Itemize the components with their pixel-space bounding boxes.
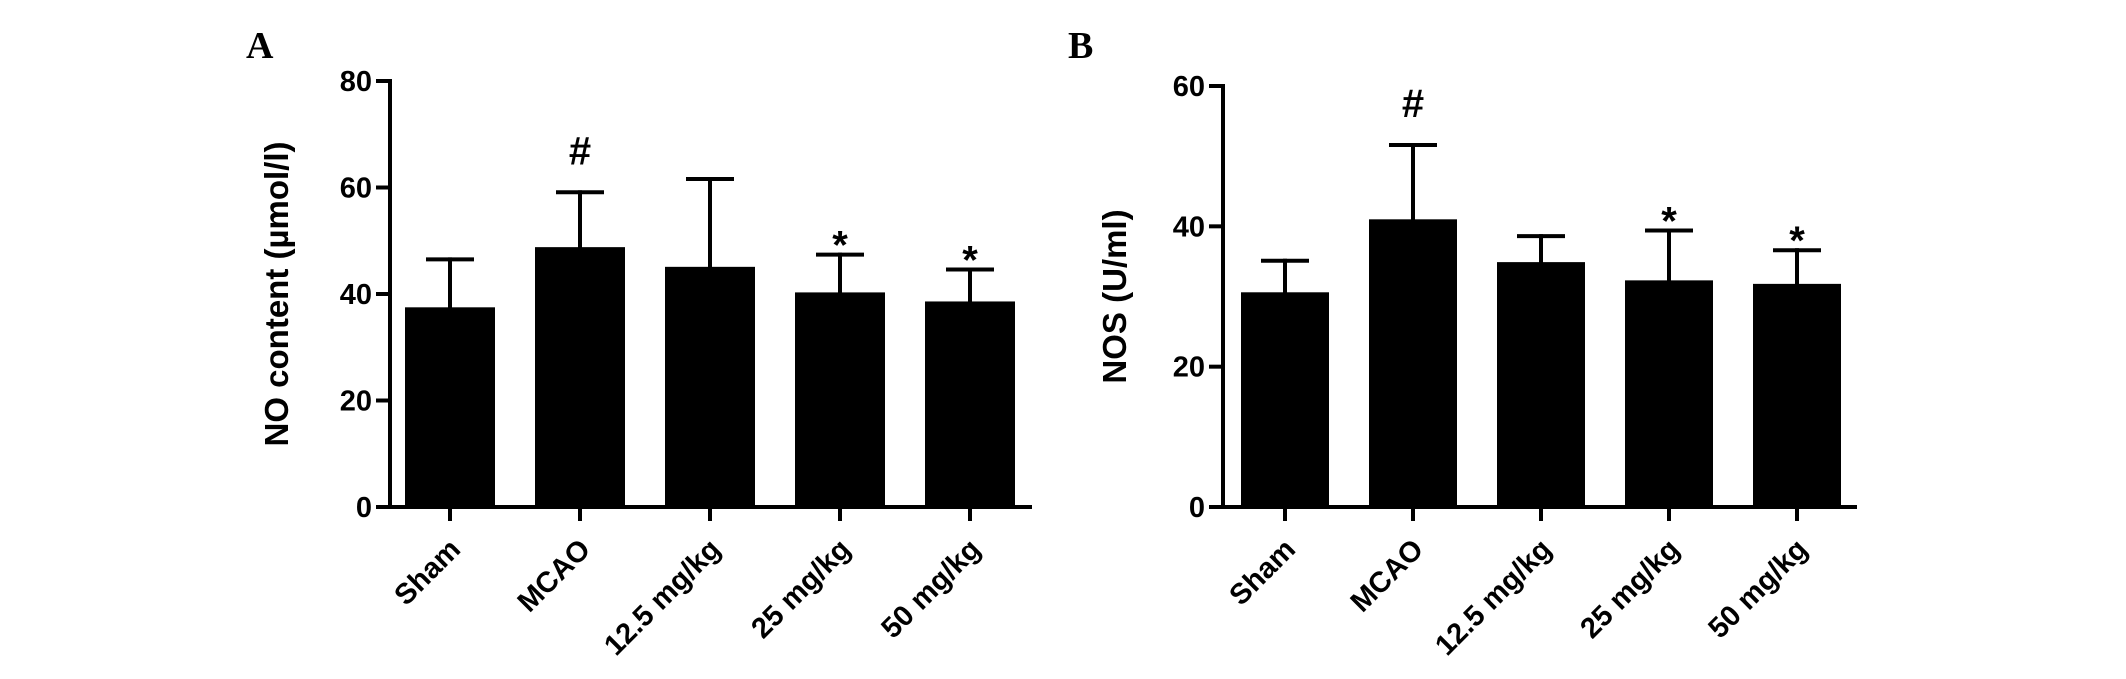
bar — [535, 247, 625, 507]
bar — [1241, 292, 1329, 507]
y-tick-label: 20 — [340, 386, 372, 418]
bar — [1753, 283, 1841, 507]
x-tick-label: 12.5 mg/kg — [598, 533, 727, 662]
y-tick-label: 40 — [340, 279, 372, 311]
x-tick-label: Sham — [388, 533, 466, 611]
bar — [1625, 280, 1713, 507]
x-tick-label: 12.5 mg/kg — [1429, 533, 1558, 662]
x-tick-label: 25 mg/kg — [745, 533, 857, 645]
significance-marker: * — [832, 224, 848, 268]
panel-label-b: B — [1068, 25, 1093, 67]
y-tick-label: 20 — [1173, 352, 1205, 384]
y-tick-label: 60 — [1173, 71, 1205, 103]
bar — [925, 301, 1015, 507]
bar — [405, 307, 495, 507]
significance-marker: * — [962, 239, 978, 283]
panel-label-a: A — [246, 25, 274, 67]
bar — [795, 292, 885, 507]
y-tick-label: 0 — [356, 492, 372, 524]
x-tick-label: 50 mg/kg — [1702, 533, 1814, 645]
y-tick-label: 60 — [340, 173, 372, 205]
bar — [1369, 219, 1457, 508]
y-tick-label: 0 — [1189, 492, 1205, 524]
significance-marker: * — [1661, 200, 1677, 244]
bar — [665, 266, 755, 507]
significance-marker: # — [1402, 82, 1424, 126]
x-tick-label: 25 mg/kg — [1574, 533, 1686, 645]
significance-marker: * — [1789, 219, 1805, 263]
x-tick-label: 50 mg/kg — [875, 533, 987, 645]
y-axis-label: NOS (U/ml) — [1096, 209, 1133, 383]
x-tick-label: Sham — [1223, 533, 1301, 611]
x-tick-label: MCAO — [512, 533, 597, 618]
y-tick-label: 80 — [340, 66, 372, 98]
y-axis-label: NO content (µmol/l) — [258, 142, 295, 447]
y-tick-label: 40 — [1173, 211, 1205, 243]
x-tick-label: MCAO — [1345, 533, 1430, 618]
significance-marker: # — [569, 129, 591, 173]
bar — [1497, 262, 1585, 507]
